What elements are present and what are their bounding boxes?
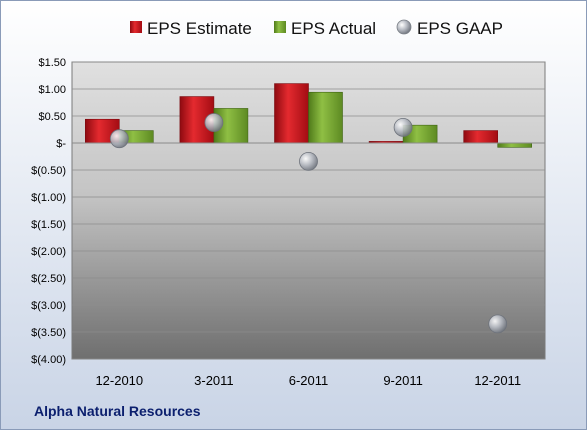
legend-label-eps-gaap: EPS GAAP [417, 19, 503, 38]
point-eps-gaap [299, 151, 318, 171]
y-tick-label: $(1.00) [31, 192, 66, 204]
bar-eps-actual [497, 142, 533, 148]
x-tick-label: 3-2011 [194, 373, 234, 388]
legend-swatch-eps-estimate [130, 21, 142, 33]
y-tick-label: $0.50 [38, 111, 66, 123]
legend: EPS Estimate EPS Actual EPS GAAP [130, 19, 503, 38]
y-tick-label: $(3.50) [31, 327, 66, 339]
x-tick-label: 12-2011 [474, 373, 521, 388]
y-tick-label: $(3.00) [31, 300, 66, 312]
y-axis-ticks: $1.50 $1.00 $0.50 $- $(0.50) $(1.00) $(1.50) $(… [31, 57, 66, 366]
legend-label-eps-estimate: EPS Estimate [147, 19, 252, 38]
bar-eps-estimate [463, 130, 499, 144]
legend-label-eps-actual: EPS Actual [291, 19, 376, 38]
y-tick-label: $(4.00) [31, 354, 66, 366]
bar-eps-actual [308, 91, 343, 144]
x-axis-ticks: 12-2010 3-2011 6-2011 9-2011 12-2011 [95, 373, 521, 388]
point-eps-gaap [109, 129, 129, 149]
x-tick-label: 6-2011 [289, 373, 329, 388]
x-tick-label: 12-2010 [95, 373, 143, 388]
y-tick-label: $(2.50) [31, 273, 66, 285]
y-tick-label: $1.00 [38, 84, 66, 96]
y-tick-label: $(1.50) [31, 219, 66, 231]
y-tick-label: $1.50 [38, 57, 66, 69]
point-eps-gaap [488, 314, 508, 334]
gaap-points [109, 113, 508, 334]
point-eps-gaap [393, 117, 413, 137]
y-tick-label: $(2.00) [31, 246, 66, 258]
y-tick-label: $- [56, 138, 66, 150]
y-tick-label: $(0.50) [31, 165, 66, 177]
bar-eps-estimate [274, 83, 309, 144]
x-tick-label: 9-2011 [383, 373, 423, 388]
legend-swatch-eps-gaap [396, 19, 412, 35]
point-eps-gaap [204, 113, 224, 132]
company-name: Alpha Natural Resources [34, 403, 201, 419]
legend-swatch-eps-actual [274, 21, 286, 33]
